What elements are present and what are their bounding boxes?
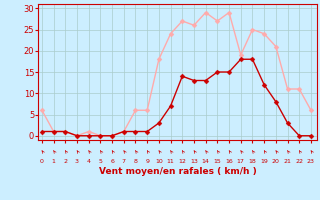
X-axis label: Vent moyen/en rafales ( km/h ): Vent moyen/en rafales ( km/h )	[99, 167, 256, 176]
